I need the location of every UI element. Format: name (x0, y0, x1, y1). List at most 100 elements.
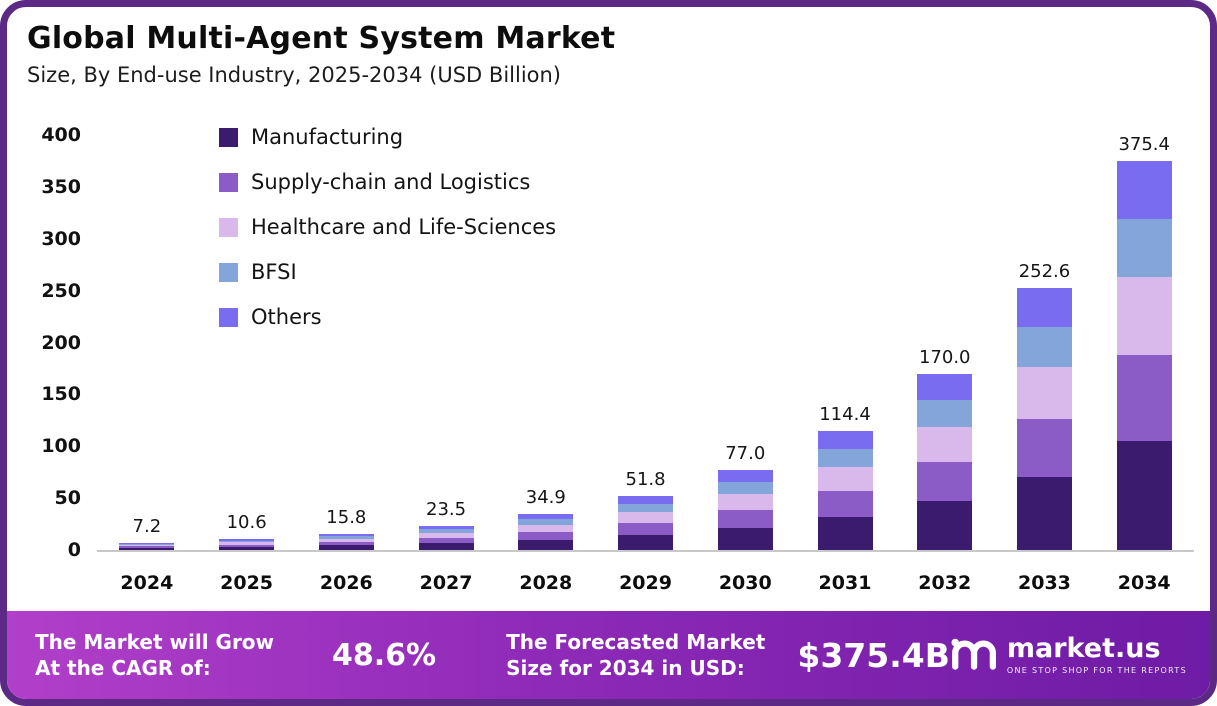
bar-segment-others (1016, 287, 1072, 328)
bar-segment-healthcare-and-life-sciences (618, 512, 674, 524)
bar-segment-bfsi (418, 529, 474, 533)
bar-segment-bfsi (817, 449, 873, 467)
legend-label: Supply-chain and Logistics (251, 170, 531, 194)
x-tick-label: 2026 (319, 572, 373, 594)
y-tick-label: 200 (41, 331, 81, 354)
bar-group: 375.4 2034 (1094, 133, 1194, 594)
y-tick-label: 150 (41, 383, 81, 406)
y-axis: 0 50 100 150 200 250 300 350 400 (23, 124, 87, 561)
bar-segment-manufacturing (119, 547, 175, 550)
bar-segment-healthcare-and-life-sciences (318, 538, 374, 542)
bar-segment-manufacturing (219, 546, 275, 550)
stacked-bar (318, 533, 374, 550)
x-tick-label: 2024 (120, 572, 174, 594)
legend-swatch (219, 217, 238, 237)
bar-group: 170.0 2032 (895, 135, 995, 594)
bar-segment-supply-chain-and-logistics (618, 523, 674, 535)
y-tick-label: 250 (41, 279, 81, 302)
bar-total-label: 375.4 (1118, 133, 1170, 155)
bar-segment-others (618, 496, 674, 505)
bar-segment-supply-chain-and-logistics (418, 537, 474, 544)
y-tick-label: 400 (41, 124, 81, 146)
legend-swatch (219, 262, 238, 282)
bar-total-label: 252.6 (1018, 260, 1071, 282)
page-title: Global Multi-Agent System Market (27, 21, 616, 56)
bar-segment-others (318, 533, 374, 537)
x-tick-label: 2031 (818, 572, 872, 594)
stacked-bar (1116, 160, 1172, 550)
bar-segment-others (1116, 160, 1172, 219)
page-subtitle: Size, By End-use Industry, 2025-2034 (US… (27, 63, 562, 87)
x-tick-label: 2029 (619, 572, 672, 594)
bar-segment-manufacturing (1016, 476, 1072, 550)
bar-total-label: 15.8 (326, 506, 367, 528)
bar-segment-manufacturing (318, 545, 374, 550)
bar-segment-healthcare-and-life-sciences (518, 524, 574, 532)
bar-segment-healthcare-and-life-sciences (717, 494, 773, 511)
bar-segment-bfsi (717, 482, 773, 495)
footer-banner: The Market will Grow At the CAGR of: 48.… (7, 611, 1210, 699)
plot-area: 7.2 2024 10.6 2025 15.8 2026 23.5 2027 34.9 2028 5… (97, 133, 1194, 594)
bar-segment-healthcare-and-life-sciences (119, 544, 175, 547)
x-tick-label: 2033 (1018, 572, 1071, 594)
bar-segment-bfsi (318, 536, 374, 539)
bar-segment-manufacturing (717, 527, 773, 550)
bar-segment-bfsi (618, 504, 674, 513)
legend-item: Supply-chain and Logistics (219, 170, 556, 194)
cagr-label-line2: At the CAGR of: (35, 656, 211, 680)
bar-segment-supply-chain-and-logistics (219, 544, 275, 547)
bar-group: 34.9 2028 (496, 135, 596, 594)
bar-segment-bfsi (518, 519, 574, 525)
legend-label: BFSI (251, 260, 297, 284)
x-tick-label: 2027 (419, 572, 473, 594)
bar-segment-bfsi (219, 540, 275, 543)
stacked-bar (1016, 287, 1072, 550)
marketus-logo: market.us ONE STOP SHOP FOR THE REPORTS (950, 634, 1187, 675)
stacked-bar (717, 470, 773, 550)
x-tick-label: 2030 (718, 572, 772, 594)
bar-segment-supply-chain-and-logistics (318, 541, 374, 546)
bar-segment-healthcare-and-life-sciences (1116, 277, 1172, 356)
bar-segment-manufacturing (418, 543, 474, 550)
bar-segment-others (518, 513, 574, 520)
legend-item: Others (219, 305, 556, 329)
stacked-bar (418, 525, 474, 550)
y-tick-label: 350 (41, 175, 81, 198)
y-tick-label: 50 (54, 487, 81, 510)
x-tick-label: 2034 (1117, 572, 1171, 594)
x-tick-label: 2028 (519, 572, 573, 594)
bar-segment-others (717, 470, 773, 483)
legend-swatch (219, 172, 238, 192)
legend-swatch (219, 307, 238, 327)
bar-group: 10.6 2025 (197, 135, 297, 594)
marketus-logo-icon (950, 635, 996, 675)
bar-group: 51.8 2029 (596, 135, 696, 594)
bar-segment-healthcare-and-life-sciences (418, 532, 474, 538)
bar-total-label: 23.5 (426, 498, 467, 520)
bar-segment-supply-chain-and-logistics (1016, 418, 1072, 477)
bar-group: 252.6 2033 (995, 135, 1095, 594)
bar-group: 15.8 2026 (296, 135, 396, 594)
stacked-bar (618, 496, 674, 550)
bar-segment-healthcare-and-life-sciences (917, 426, 973, 462)
x-tick-label: 2032 (918, 572, 972, 594)
legend-label: Others (251, 305, 322, 329)
legend-swatch (219, 127, 238, 147)
legend-item: BFSI (219, 260, 556, 284)
bar-segment-supply-chain-and-logistics (717, 510, 773, 528)
x-tick-label: 2025 (220, 572, 274, 594)
brand-name: market.us (1006, 633, 1161, 665)
cagr-label: The Market will Grow At the CAGR of: (35, 629, 274, 681)
bar-total-label: 7.2 (132, 515, 162, 537)
bar-total-label: 51.8 (625, 469, 666, 491)
cagr-value: 48.6% (332, 637, 437, 673)
stacked-bar (219, 539, 275, 550)
bar-segment-supply-chain-and-logistics (518, 531, 574, 540)
legend-item: Manufacturing (219, 125, 556, 149)
stacked-bar (518, 513, 574, 550)
bar-segment-manufacturing (518, 539, 574, 550)
stacked-bar (119, 542, 175, 550)
bar-segment-healthcare-and-life-sciences (817, 466, 873, 491)
bar-segment-manufacturing (817, 516, 873, 550)
